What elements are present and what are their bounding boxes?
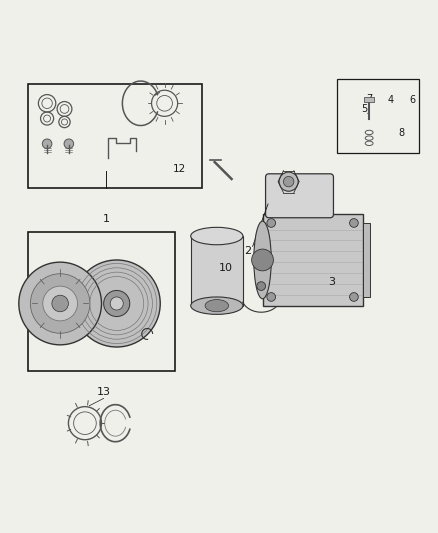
Bar [28,232,176,371]
Circle shape [30,274,90,333]
Ellipse shape [191,228,243,245]
Text: 8: 8 [399,128,405,138]
Ellipse shape [254,221,271,299]
Bar [336,79,419,154]
Circle shape [110,297,123,310]
Text: 4: 4 [388,95,394,106]
Text: 10: 10 [219,263,233,273]
Circle shape [19,262,102,345]
Bar [363,223,371,297]
Text: 3: 3 [328,277,336,287]
Text: 11: 11 [118,276,132,286]
Circle shape [252,249,273,271]
Bar [364,97,374,102]
Text: 1: 1 [102,214,110,224]
Circle shape [279,172,298,191]
Text: 13: 13 [97,387,111,397]
Circle shape [350,219,358,228]
Circle shape [73,260,160,347]
Ellipse shape [191,297,243,314]
Text: 2: 2 [244,246,251,256]
Circle shape [64,139,74,149]
Ellipse shape [205,300,229,312]
Bar [28,84,201,188]
Text: 5: 5 [362,104,368,114]
Text: 9: 9 [261,261,268,271]
Bar [191,236,243,305]
Circle shape [267,219,276,228]
Text: 6: 6 [410,95,416,106]
Circle shape [43,286,78,321]
Circle shape [42,139,52,149]
Text: 7: 7 [366,94,372,104]
Circle shape [257,282,265,290]
FancyBboxPatch shape [262,214,363,305]
Circle shape [350,293,358,301]
Circle shape [267,293,276,301]
Circle shape [104,290,130,317]
Text: 12: 12 [173,164,186,174]
Circle shape [52,295,68,312]
Circle shape [283,176,294,187]
FancyBboxPatch shape [265,174,333,218]
